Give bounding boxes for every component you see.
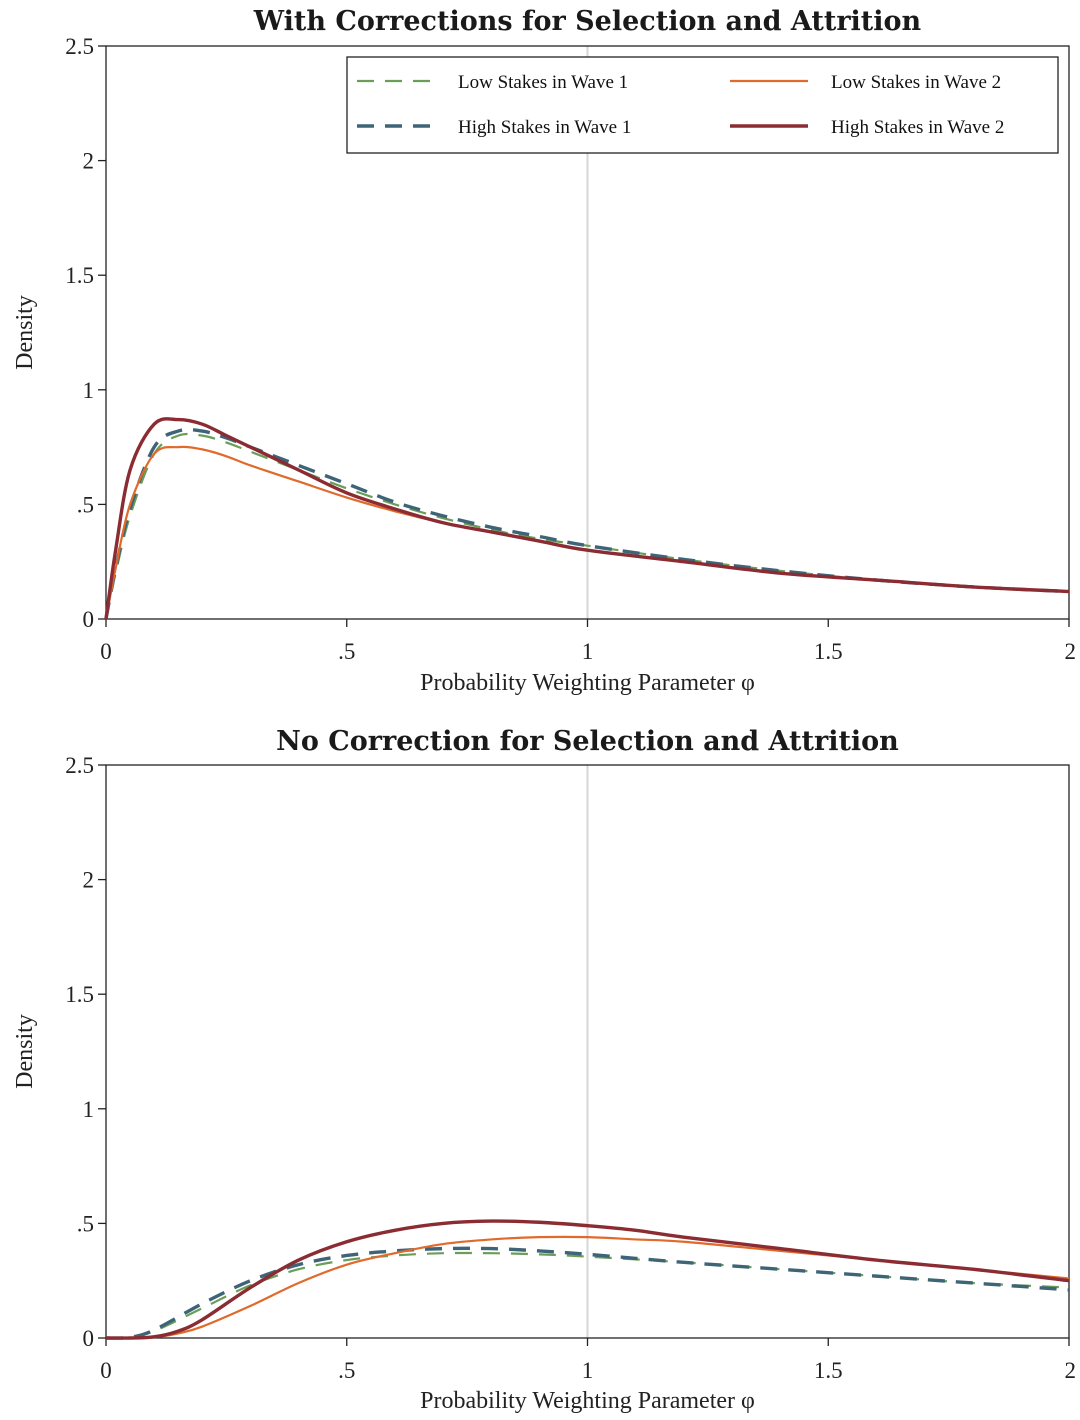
y-tick-label: 1.5 [65,982,94,1007]
y-tick-label: .5 [77,492,94,517]
y-tick-label: 2.5 [65,34,94,59]
x-tick-label: 0 [100,1358,112,1383]
x-tick-label: 1 [582,1358,594,1383]
x-axis-label: Probability Weighting Parameter φ [420,1388,755,1414]
y-tick-label: 1.5 [65,263,94,288]
series-line-low-stakes-in-wave-1 [105,1251,1070,1340]
y-tick-label: .5 [77,1211,94,1236]
chart-panel-2: No Correction for Selection and Attritio… [12,726,1076,1414]
legend-label-low-stakes-in-wave-1: Low Stakes in Wave 1 [458,72,628,93]
chart-title: With Corrections for Selection and Attri… [253,6,922,37]
y-tick-label: 0 [83,607,95,632]
x-tick-label: 1.5 [814,639,843,664]
legend-label-high-stakes-in-wave-1: High Stakes in Wave 1 [458,117,631,138]
legend-box [346,56,1059,154]
y-tick-label: 1 [83,378,95,403]
y-axis-label: Density [12,295,38,370]
series-line-high-stakes-in-wave-2 [105,1219,1070,1340]
chart-title: No Correction for Selection and Attritio… [276,726,899,757]
legend-label-high-stakes-in-wave-2: High Stakes in Wave 2 [831,117,1004,138]
y-tick-label: 0 [83,1326,95,1351]
legend-label-low-stakes-in-wave-2: Low Stakes in Wave 2 [831,72,1001,93]
y-tick-label: 2.5 [65,753,94,778]
y-tick-label: 2 [83,149,95,174]
x-tick-label: 2 [1065,1358,1077,1383]
series-line-high-stakes-in-wave-2 [104,417,1070,620]
chart-panel-1: With Corrections for Selection and Attri… [12,6,1076,696]
x-tick-label: 1 [582,639,594,664]
series-line-high-stakes-in-wave-1 [104,427,1070,620]
y-tick-label: 2 [83,868,95,893]
y-tick-label: 1 [83,1097,95,1122]
series-line-low-stakes-in-wave-1 [104,432,1070,620]
series-line-high-stakes-in-wave-1 [105,1246,1070,1340]
x-axis-label: Probability Weighting Parameter φ [420,670,755,696]
y-axis-label: Density [12,1014,38,1089]
x-tick-label: .5 [338,1358,355,1383]
legend: Low Stakes in Wave 1 High Stakes in Wave … [346,56,1059,154]
x-tick-label: .5 [338,639,355,664]
x-tick-label: 2 [1065,639,1077,664]
x-tick-label: 1.5 [814,1358,843,1383]
x-tick-label: 0 [100,639,112,664]
